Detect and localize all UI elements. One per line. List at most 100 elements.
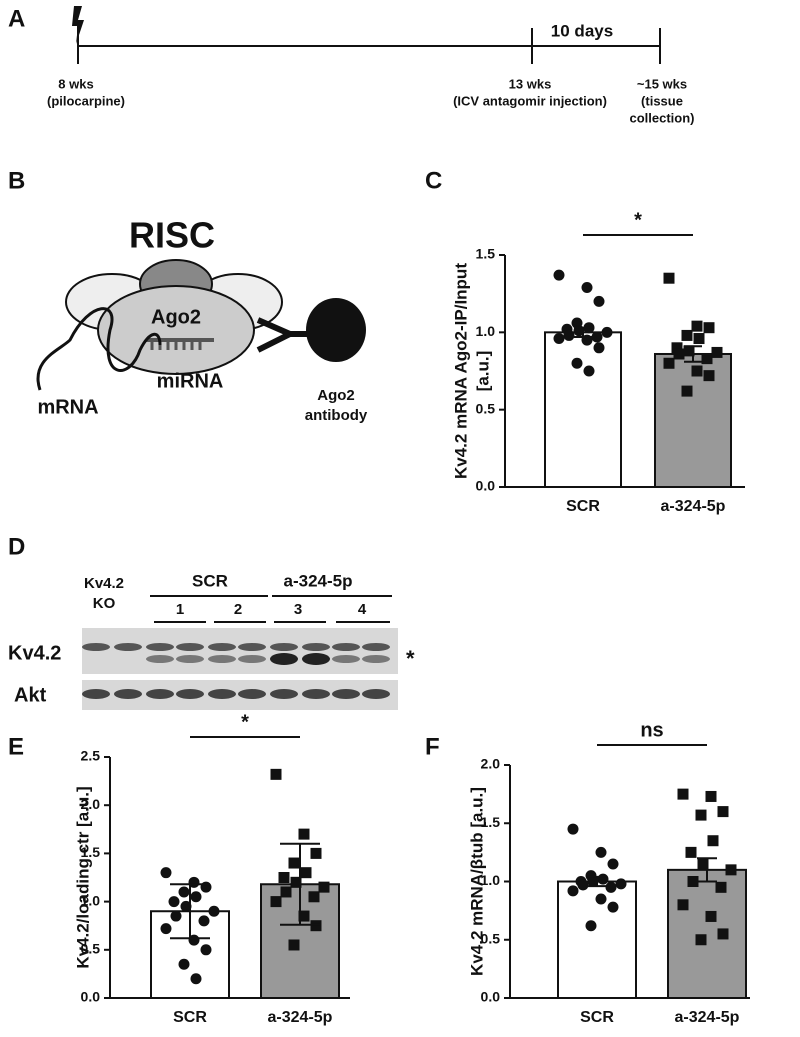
data-point — [705, 790, 717, 802]
data-point — [691, 365, 703, 377]
data-point — [298, 910, 310, 922]
data-point — [288, 857, 300, 869]
band — [238, 655, 266, 663]
lane-number: 2 — [234, 601, 242, 618]
band — [270, 689, 298, 699]
y-tick-label: 0.0 — [476, 478, 496, 494]
data-point — [607, 858, 619, 870]
data-point — [310, 847, 322, 859]
y-axis-label: Kv4.2 mRNA Ago2-IP/Input — [451, 263, 470, 479]
data-point — [595, 846, 607, 858]
data-point — [298, 828, 310, 840]
panel-label: E — [8, 733, 24, 760]
data-point — [160, 923, 172, 935]
significance: * — [634, 209, 642, 231]
lane-number: 1 — [176, 601, 184, 618]
y-axis-label: [a.u.] — [473, 351, 492, 392]
data-point — [591, 331, 603, 343]
band — [270, 653, 298, 665]
panel-label: F — [425, 733, 440, 760]
data-point — [278, 872, 290, 883]
y-tick-label: 1.5 — [81, 844, 101, 860]
stimulus-icon — [72, 6, 84, 44]
band — [332, 689, 360, 699]
group-label: SCR — [192, 571, 228, 590]
bar — [557, 880, 637, 999]
band — [362, 655, 390, 663]
data-point — [715, 881, 727, 893]
data-point — [178, 958, 190, 970]
x-tick-label: a-324-5p — [675, 1009, 740, 1026]
data-point — [703, 370, 715, 382]
time-label: 13 wks — [509, 76, 552, 91]
data-point — [601, 326, 613, 338]
data-point — [200, 944, 212, 956]
data-point — [290, 876, 302, 888]
y-tick-label: 1.5 — [481, 814, 501, 830]
y-tick-label: 0.0 — [81, 989, 101, 1005]
panel-label: A — [8, 5, 25, 32]
data-point — [270, 768, 282, 780]
data-point — [585, 920, 597, 932]
time-note: collection) — [629, 110, 694, 125]
data-point — [725, 864, 737, 876]
lane-number: 3 — [294, 601, 302, 618]
y-tick-label: 2.0 — [81, 796, 101, 812]
data-point — [701, 353, 713, 365]
row-label: Kv4.2 — [8, 642, 61, 664]
lane-label: KO — [93, 595, 116, 612]
group-label: a-324-5p — [284, 571, 353, 590]
data-point — [178, 886, 190, 898]
band — [176, 689, 204, 699]
data-point — [605, 881, 617, 893]
data-point — [160, 867, 172, 879]
blot-membrane — [82, 628, 398, 674]
data-point — [691, 320, 703, 332]
panel-label: D — [8, 533, 25, 560]
band — [146, 655, 174, 663]
data-point — [308, 891, 320, 903]
y-tick-label: 2.5 — [81, 748, 101, 764]
data-point — [567, 823, 579, 835]
data-point — [208, 905, 220, 917]
data-point — [198, 915, 210, 927]
data-point — [553, 333, 565, 345]
band — [176, 655, 204, 663]
data-point — [677, 899, 689, 911]
bar — [544, 331, 622, 489]
time-label: 8 wks — [58, 76, 93, 91]
antibody-label: antibody — [305, 407, 368, 424]
data-point — [288, 939, 300, 951]
y-tick-label: 0.5 — [81, 941, 101, 957]
band — [82, 643, 110, 651]
time-note: (pilocarpine) — [47, 93, 125, 108]
data-point — [190, 891, 202, 903]
y-tick-label: 2.0 — [481, 756, 501, 772]
x-tick-label: SCR — [566, 498, 600, 515]
data-point — [553, 269, 565, 281]
x-tick-label: a-324-5p — [268, 1009, 333, 1026]
blot-annotation: * — [406, 646, 415, 671]
band — [270, 643, 298, 651]
data-point — [583, 365, 595, 377]
data-point — [280, 886, 292, 898]
data-point — [615, 878, 627, 890]
data-point — [673, 348, 685, 360]
data-point — [595, 893, 607, 905]
data-point — [681, 385, 693, 397]
western-blot: Kv4.2 KO SCR a-324-5p 1 2 3 4 Kv4.2 Akt … — [8, 571, 415, 710]
antibody-arm — [256, 317, 310, 353]
y-tick-label: 0.5 — [476, 400, 496, 416]
data-point — [697, 858, 709, 870]
error-bar — [574, 326, 592, 338]
band — [82, 689, 110, 699]
data-point — [563, 329, 575, 341]
data-point — [581, 281, 593, 293]
data-point — [180, 900, 192, 912]
charts: 0.0 0.5 1.0 1.5 Kv4.2 mRNA Ago2-IP/Input [a.u… — [73, 209, 750, 1026]
data-point — [607, 901, 619, 913]
diagram-title: RISC — [129, 215, 215, 256]
y-tick-label: 1.0 — [481, 872, 501, 888]
data-point — [707, 835, 719, 847]
x-tick-label: SCR — [173, 1009, 207, 1026]
